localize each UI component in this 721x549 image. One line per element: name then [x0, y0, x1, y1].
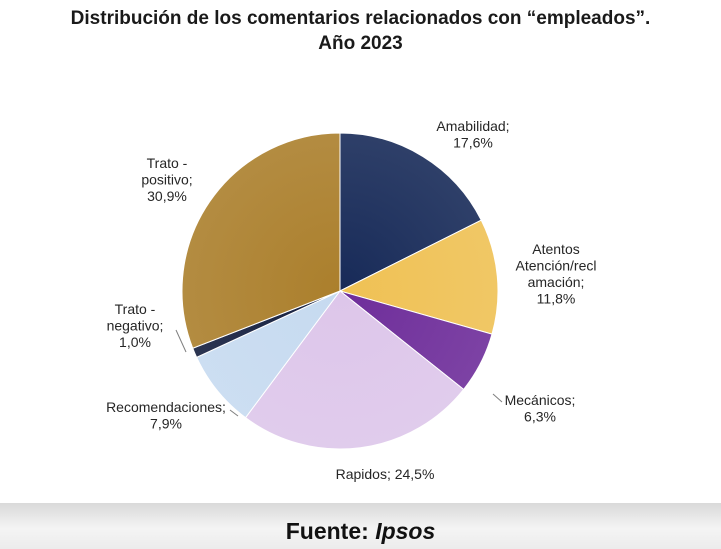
slice-label-1: Amabilidad; 17,6%: [436, 118, 509, 151]
pie-slice-1: [339, 132, 482, 292]
chart-title: Distribución de los comentarios relacion…: [0, 6, 721, 56]
pie-slice-4: [244, 290, 465, 450]
footer-bar: [0, 503, 721, 549]
chart-title-line2: Año 2023: [318, 33, 403, 54]
pie-slice-2: [338, 219, 499, 335]
pie-slice-7: [181, 132, 341, 349]
slice-label-3: Mecánicos; 6,3%: [505, 392, 576, 425]
slice-label-4: Rapidos; 24,5%: [336, 466, 435, 482]
footer-source: Fuente: Ipsos: [0, 518, 721, 545]
leader-line-5: [229, 409, 239, 417]
footer-source-name: Ipsos: [375, 518, 436, 544]
slice-label-2: Atentos Atención/recl amación; 11,8%: [516, 241, 597, 307]
slice-label-7: Trato -positivo; 30,9%: [141, 155, 192, 204]
leader-line-3: [492, 393, 503, 403]
chart-title-line1: Distribución de los comentarios relacion…: [70, 8, 651, 29]
slice-label-5: Recomendaciones; 7,9%: [106, 399, 226, 432]
leader-line-6: [175, 329, 187, 353]
slice-label-6: Trato -negativo; 1,0%: [107, 301, 164, 350]
pie-chart: Amabilidad; 17,6% Atentos Atención/recl amac…: [106, 118, 597, 482]
footer-prefix: Fuente:: [285, 518, 376, 544]
